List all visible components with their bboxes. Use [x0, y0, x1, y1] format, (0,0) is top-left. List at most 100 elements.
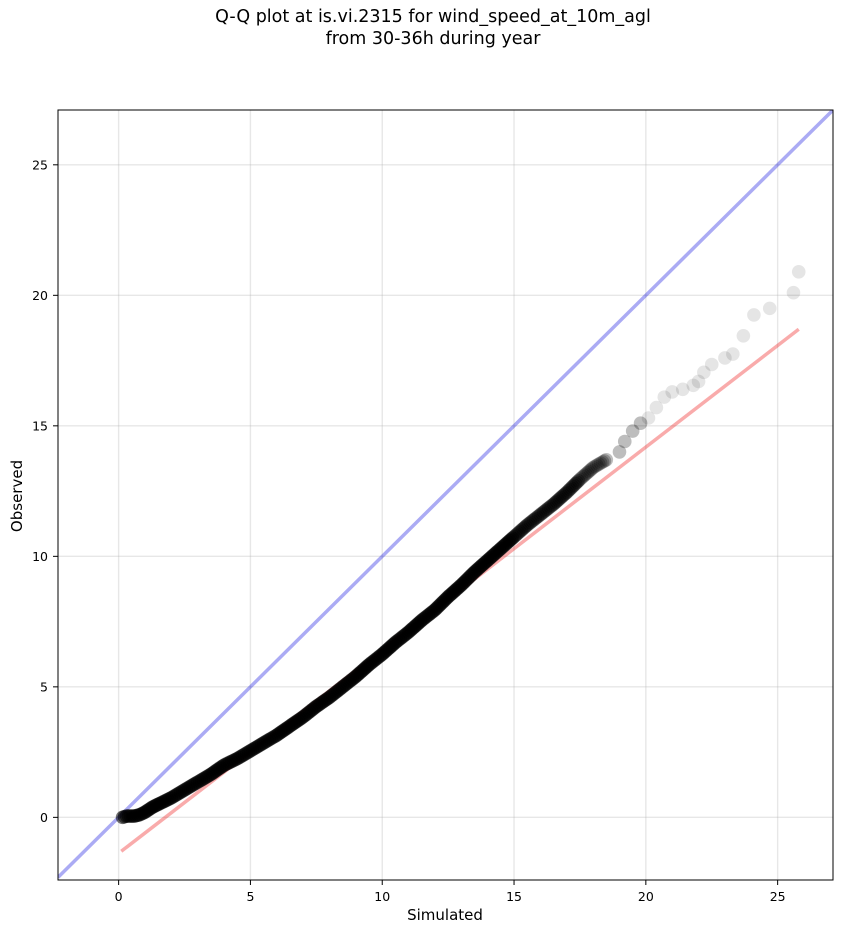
quantile-point — [736, 328, 751, 343]
quantile-point — [536, 505, 551, 519]
quantile-point — [718, 351, 732, 365]
y-axis-label: Observed — [8, 460, 26, 532]
quantile-point — [533, 507, 548, 522]
x-tick-label: 0 — [115, 889, 123, 904]
quantile-point — [747, 308, 761, 322]
x-tick-label: 5 — [246, 889, 254, 904]
quantile-point — [535, 506, 549, 521]
x-tick-label: 20 — [638, 889, 654, 904]
chart-title-line-1: Q-Q plot at is.vi.2315 for wind_speed_at… — [215, 7, 651, 27]
quantile-point — [561, 484, 576, 498]
quantile-point — [543, 499, 558, 514]
quantile-point — [580, 466, 595, 480]
quantile-point — [540, 502, 554, 517]
quantile-point — [597, 454, 612, 468]
quantile-point — [552, 492, 567, 506]
y-tick-label: 15 — [32, 418, 48, 433]
grid — [58, 110, 833, 880]
quantile-point — [555, 489, 570, 504]
quantile-point — [583, 463, 597, 478]
quantile-point — [588, 459, 602, 474]
quantile-point — [548, 496, 562, 510]
quantile-point — [531, 509, 546, 523]
quantile-point — [595, 455, 610, 469]
quantile-point — [791, 265, 806, 279]
x-tick-label: 25 — [770, 889, 786, 904]
quantile-point — [528, 511, 543, 526]
quantile-point — [691, 374, 706, 389]
x-tick-label: 10 — [374, 889, 390, 904]
quantile-point — [726, 347, 740, 361]
quantile-point — [527, 512, 541, 527]
quantile-point — [617, 434, 632, 449]
quantile-point — [657, 390, 672, 404]
quantile-point — [522, 516, 536, 531]
quantile-point — [568, 476, 583, 491]
quantile-point — [545, 498, 559, 513]
quantile-point — [508, 528, 523, 543]
quantile-point — [675, 382, 690, 397]
quantile-point — [554, 490, 568, 505]
quantile-point — [586, 460, 600, 475]
y-tick-label: 0 — [40, 810, 48, 825]
quantile-point — [704, 357, 719, 372]
plot-area-background — [58, 110, 833, 880]
quantile-point — [665, 385, 680, 399]
chart-title: Q-Q plot at is.vi.2315 for wind_speed_at… — [0, 6, 843, 50]
quantile-point — [584, 462, 599, 476]
quantile-point — [686, 378, 701, 393]
quantile-point — [564, 481, 578, 495]
quantile-point — [557, 488, 571, 502]
quantile-point — [516, 522, 530, 536]
quantile-point — [562, 482, 577, 497]
quantile-point — [574, 471, 589, 485]
y-tick-label: 5 — [40, 679, 48, 694]
quantile-point — [513, 524, 527, 539]
x-axis-label: Simulated — [407, 906, 483, 924]
quantile-point — [625, 424, 640, 438]
quantile-point — [549, 494, 564, 509]
quantile-point — [538, 503, 553, 518]
quantile-point — [507, 529, 521, 544]
plot-frame — [57, 109, 834, 881]
y-tick-label: 25 — [32, 157, 48, 172]
quantile-point — [786, 285, 801, 300]
quantile-point — [573, 472, 587, 487]
quantile-point — [518, 519, 533, 534]
quantile-point — [649, 400, 664, 415]
quantile-point — [551, 493, 565, 508]
reference-line-one-to-one — [58, 110, 833, 879]
y-tick-label: 10 — [32, 549, 48, 564]
quantile-point — [530, 510, 544, 524]
quantile-point — [641, 411, 656, 425]
quantile-point — [517, 520, 532, 535]
quantile-point — [591, 457, 606, 472]
quantile-point — [633, 416, 648, 431]
quantile-point — [762, 301, 777, 316]
quantile-point — [505, 531, 520, 545]
quantile-point — [599, 452, 614, 467]
quantile-point — [514, 523, 529, 538]
quantile-point — [576, 469, 590, 484]
quantile-point — [511, 526, 526, 540]
quantile-point — [558, 486, 573, 501]
quantile-point — [578, 467, 593, 481]
quantile-point — [525, 514, 539, 528]
quantile-points — [115, 265, 806, 825]
quantile-point — [593, 456, 608, 470]
quantile-point — [590, 458, 604, 473]
quantile-point — [697, 365, 711, 380]
quantile-point — [577, 468, 592, 483]
quantile-point — [570, 475, 584, 490]
quantile-point — [520, 518, 535, 532]
quantile-point — [510, 527, 524, 541]
quantile-point — [546, 497, 561, 511]
axis-ticks: 0 5 10 15 20 25 0 5 10 15 20 25 — [32, 157, 786, 904]
quantile-point — [559, 485, 574, 500]
quantile-point — [567, 478, 581, 492]
chart-title-line-2: from 30-36h during year — [325, 29, 541, 49]
quantile-point — [541, 501, 556, 515]
y-tick-label: 20 — [32, 288, 48, 303]
quantile-point — [565, 479, 580, 494]
